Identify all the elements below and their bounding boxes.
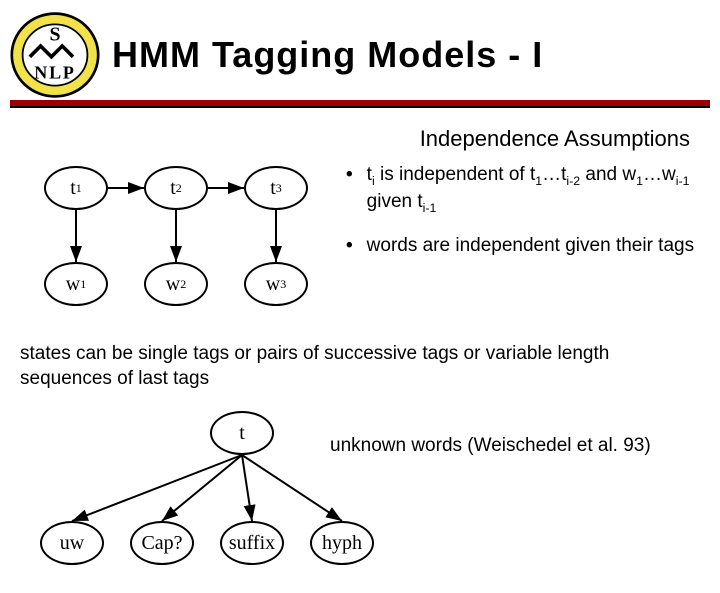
unknown-words-diagram: unknown words (Weischedel et al. 93) t uw…: [20, 401, 700, 581]
hmm-node-t3: t3: [244, 166, 308, 210]
hmm-node-w1: w1: [44, 262, 108, 306]
page-title: HMM Tagging Models - I: [112, 34, 543, 76]
states-note: states can be single tags or pairs of su…: [20, 342, 700, 391]
assumption-bullet: •ti is independent of t1…ti-2 and w1…wi-…: [346, 162, 700, 217]
unknown-child-cap: Cap?: [130, 521, 194, 565]
unknown-child-uw: uw: [40, 521, 104, 565]
hmm-node-t2: t2: [144, 166, 208, 210]
title-underline: [10, 100, 710, 108]
unknown-child-hyph: hyph: [310, 521, 374, 565]
logo-bottom-text: NLP: [34, 62, 75, 82]
unknown-words-note: unknown words (Weischedel et al. 93): [330, 435, 651, 457]
header: S NLP HMM Tagging Models - I: [0, 0, 720, 100]
content: Independence Assumptions t1 t2 t3 w1 w2 w3 •t…: [0, 108, 720, 593]
hmm-node-w3: w3: [244, 262, 308, 306]
logo: S NLP: [10, 10, 100, 100]
hmm-node-t1: t1: [44, 166, 108, 210]
hmm-diagram: t1 t2 t3 w1 w2 w3: [20, 162, 330, 332]
logo-top-letter: S: [49, 24, 60, 46]
assumptions-list: •ti is independent of t1…ti-2 and w1…wi-…: [346, 162, 700, 275]
unknown-child-suffix: suffix: [220, 521, 284, 565]
assumption-bullet: •words are independent given their tags: [346, 233, 700, 259]
hmm-node-w2: w2: [144, 262, 208, 306]
unknown-root-node: t: [210, 411, 274, 455]
subtitle: Independence Assumptions: [20, 126, 690, 152]
